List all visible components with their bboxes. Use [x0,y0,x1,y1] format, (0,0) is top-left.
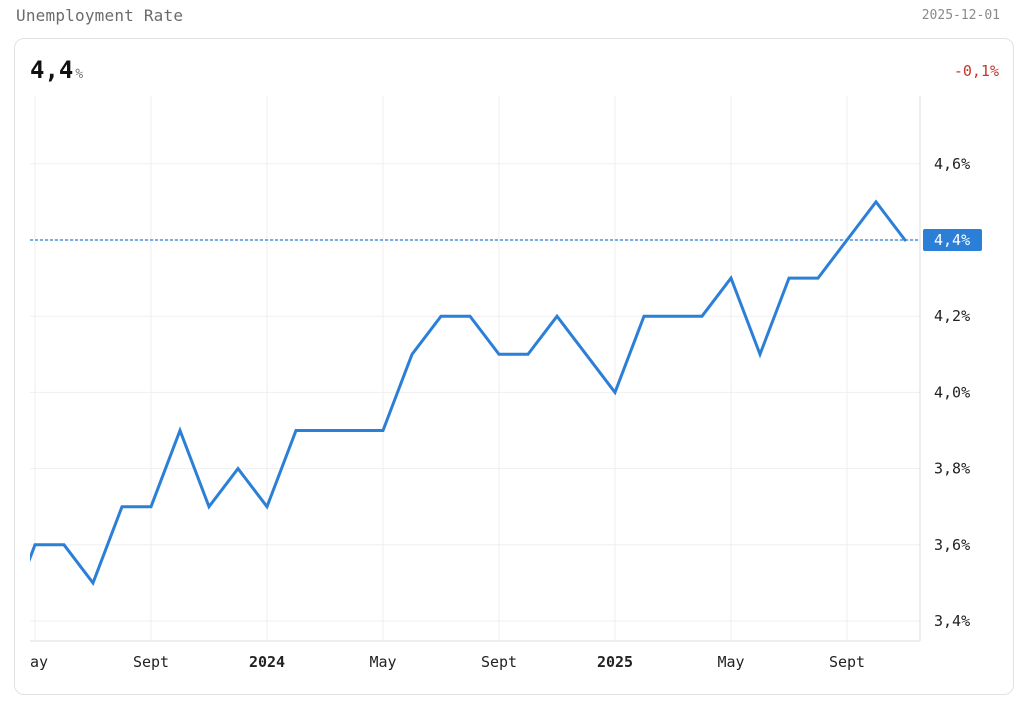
y-tick-label: 4,6% [934,155,970,173]
series-layer [30,199,907,586]
page-title: Unemployment Rate [16,6,184,25]
y-tick-label: 3,6% [934,536,970,554]
page-date: 2025-12-01 [921,8,1000,23]
y-tick-label: 4,2% [934,307,970,325]
series-line [30,199,907,586]
x-tick-label: Sept [133,653,169,671]
x-tick-label: 2024 [249,653,285,671]
y-axis: 3,4% 3,6% 3,8% 4,0% 4,2% 4,6% [934,155,970,630]
page-header: Unemployment Rate 2025-12-01 [16,6,1000,30]
y-tick-label: 3,8% [934,460,970,478]
x-tick-label: May [369,653,396,671]
y-tick-label: 3,4% [934,612,970,630]
x-tick-label: 2025 [597,653,633,671]
current-value: 4,4 [30,56,74,84]
x-axis: ay Sept 2024 May Sept 2025 May Sept [30,653,865,671]
x-tick-label: Sept [829,653,865,671]
x-tick-label: ay [30,653,48,671]
current-value-tag-label: 4,4% [934,231,970,249]
current-unit: % [75,67,84,82]
current-value-row: 4,4% [30,55,83,85]
x-tick-label: Sept [481,653,517,671]
y-tick-label: 4,0% [934,383,970,401]
current-value-tag [923,229,982,251]
current-value-tag-layer: 4,4% [923,229,982,251]
x-tick-label: May [717,653,744,671]
grid-lines [30,96,920,641]
change-value: -0,1% [953,62,999,80]
